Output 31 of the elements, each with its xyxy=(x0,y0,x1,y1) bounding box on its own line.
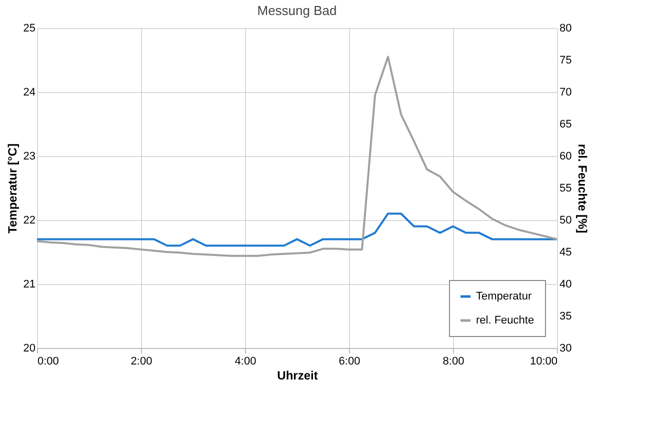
y-axis-title: Temperatur [°C] xyxy=(5,144,20,234)
y2-tick-label: 70 xyxy=(560,86,572,98)
y-tick-label: 22 xyxy=(23,214,36,226)
y2-axis-title: rel. Feuchte [%] xyxy=(576,144,590,234)
y2-tick-label: 65 xyxy=(560,118,572,130)
y2-tick-label: 75 xyxy=(560,54,572,66)
line-series xyxy=(36,56,558,257)
y-tick-label: 21 xyxy=(23,278,36,290)
x-tick-label: 0:00 xyxy=(38,356,59,368)
y-tick-label: 23 xyxy=(23,150,36,162)
legend-label: Temperatur xyxy=(476,290,532,302)
y2-tick-label: 35 xyxy=(560,310,572,322)
x-tick-label: 4:00 xyxy=(234,356,256,368)
chart-title: Messung Bad xyxy=(257,3,337,18)
x-tick-label: 6:00 xyxy=(338,356,360,368)
y-tick-label: 24 xyxy=(23,86,36,98)
legend-label: rel. Feuchte xyxy=(476,314,534,326)
y2-tick-label: 45 xyxy=(560,246,572,258)
line-series xyxy=(36,212,558,247)
x-tick-label: 2:00 xyxy=(130,356,152,368)
y2-tick-label: 55 xyxy=(560,182,572,194)
y2-tick-label: 80 xyxy=(560,22,572,34)
y-tick-label: 20 xyxy=(23,342,36,354)
y2-tick-label: 40 xyxy=(560,278,572,290)
y-tick-label: 25 xyxy=(23,22,36,34)
x-tick-label: 10:00 xyxy=(530,356,558,368)
x-axis-title: Uhrzeit xyxy=(277,368,318,382)
y2-tick-label: 50 xyxy=(560,214,572,226)
y2-tick-label: 30 xyxy=(560,342,572,354)
y2-tick-label: 60 xyxy=(560,150,572,162)
x-tick-label: 8:00 xyxy=(442,356,464,368)
